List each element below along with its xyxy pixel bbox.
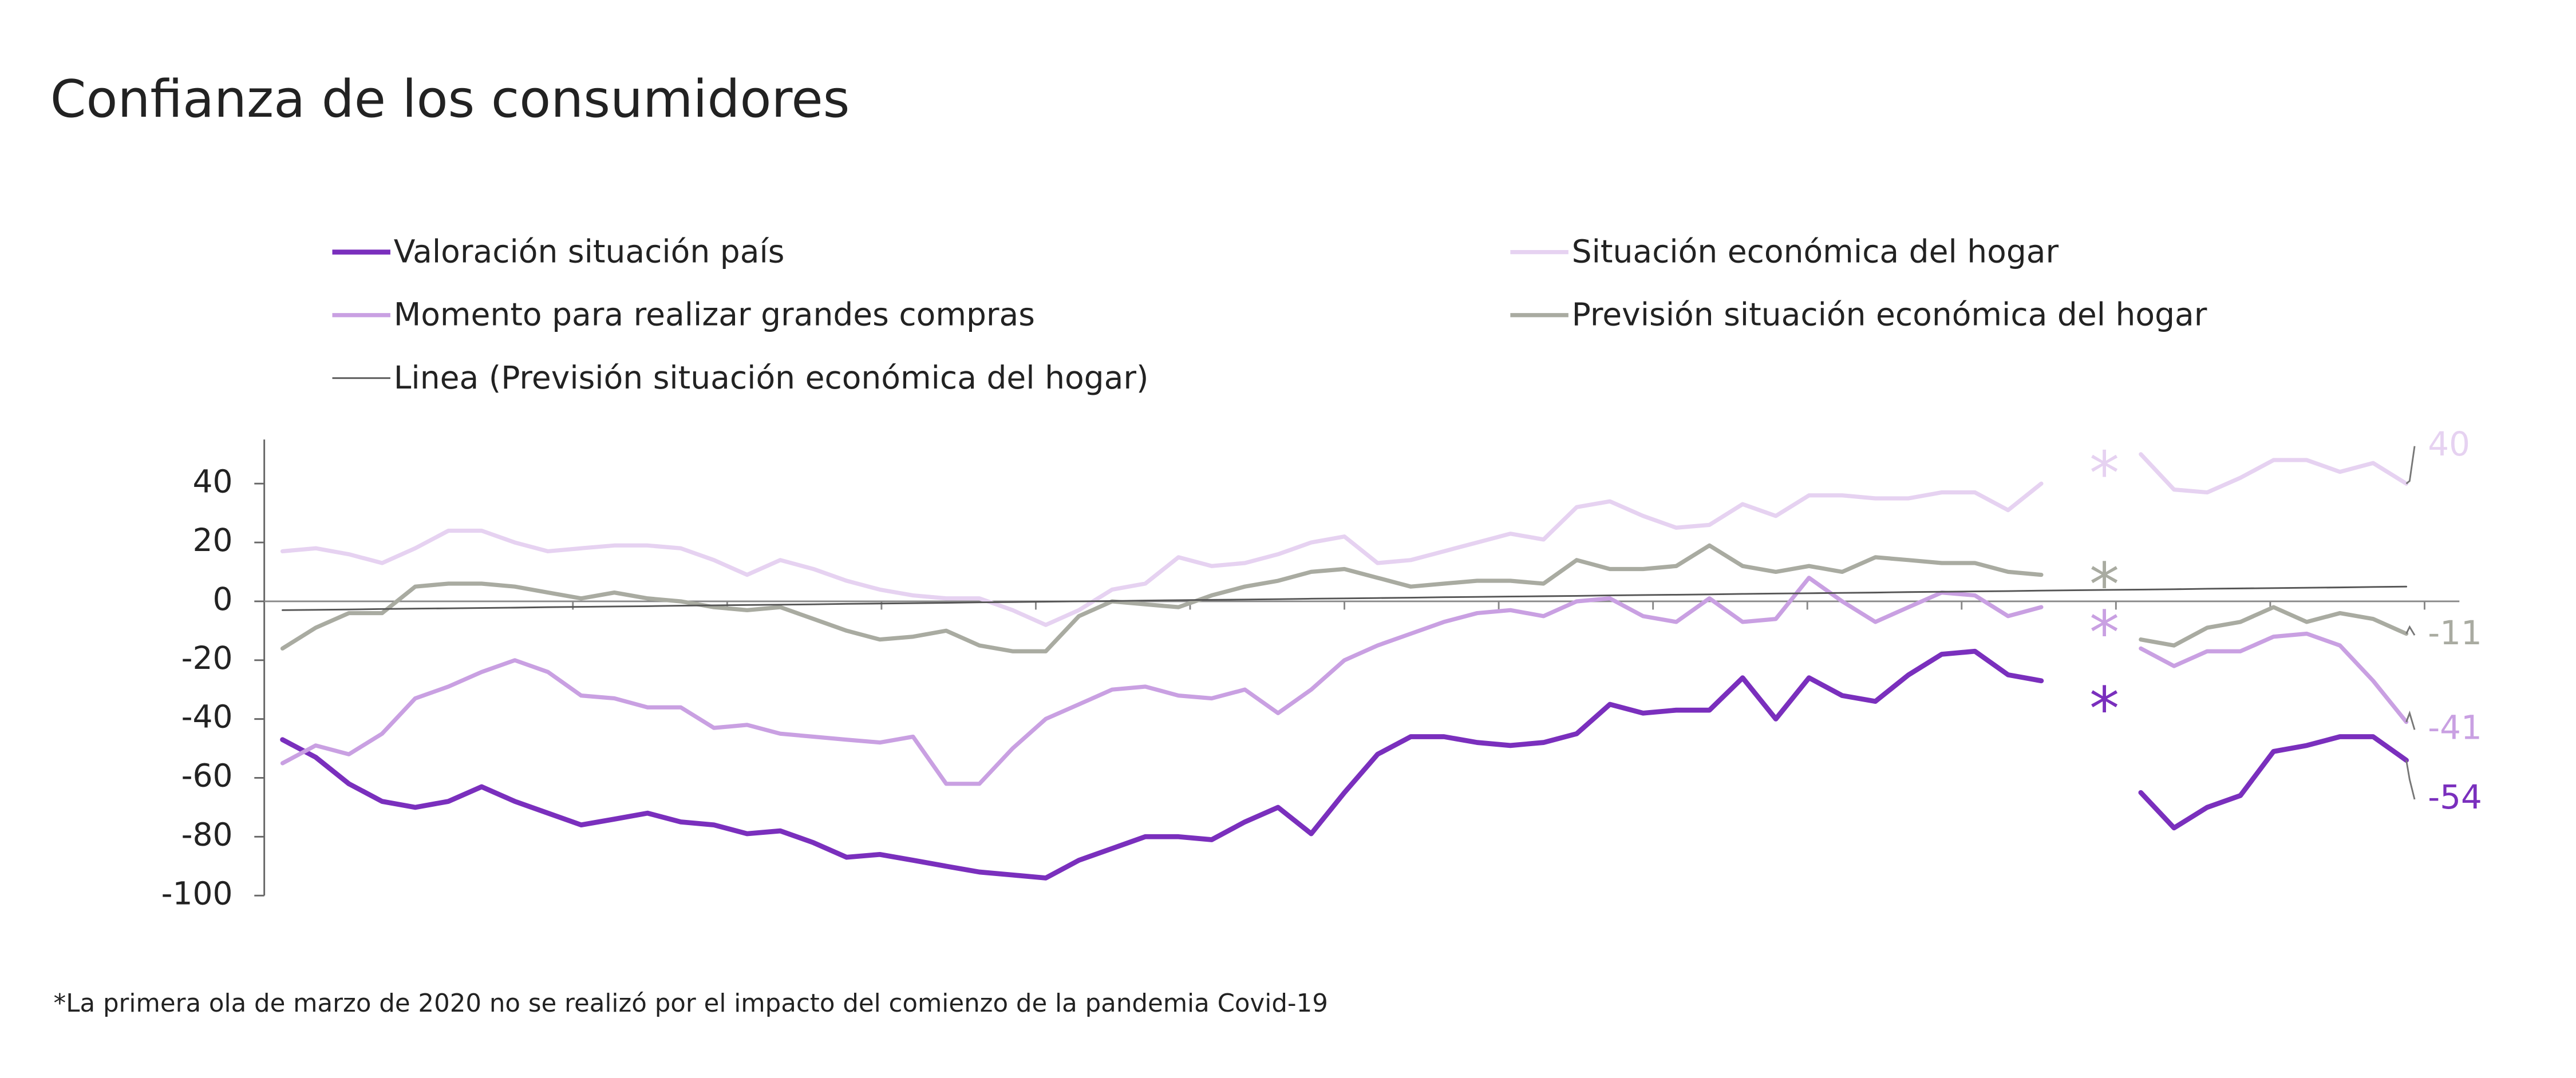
series-line [280, 543, 2409, 653]
end-label: -11 [2428, 613, 2482, 652]
end-label-leader [2405, 446, 2416, 485]
end-label: 40 [2428, 425, 2470, 463]
series-line [282, 585, 2408, 611]
gap-marker: * [2089, 598, 2119, 668]
footnote: *La primera ola de marzo de 2020 no se r… [54, 989, 1328, 1018]
y-tick-label: -40 [181, 699, 233, 735]
gap-marker: * [2089, 674, 2119, 744]
end-label-leader [2405, 710, 2416, 730]
legend-label: Valoración situación país [394, 233, 785, 270]
y-tick-label: 20 [193, 522, 233, 558]
y-tick-label: 0 [213, 581, 233, 617]
gap-marker: * [2089, 550, 2119, 620]
end-label-leader [2405, 760, 2416, 800]
y-tick-label: -60 [181, 758, 233, 794]
legend-label: Situación económica del hogar [1572, 233, 2059, 270]
series-line [280, 576, 2409, 786]
series-line [280, 648, 2409, 881]
y-tick-label: -20 [181, 640, 233, 676]
end-label: -41 [2428, 708, 2482, 747]
end-label-leader [2405, 625, 2416, 636]
legend-label: Previsión situación económica del hogar [1572, 296, 2207, 333]
y-tick-label: -100 [161, 875, 233, 911]
legend-label: Momento para realizar grandes compras [394, 296, 1035, 333]
end-label: -54 [2428, 778, 2482, 817]
y-tick-label: 40 [193, 463, 233, 500]
y-tick-label: -80 [181, 816, 233, 853]
series-line [280, 452, 2409, 627]
chart-title: Confianza de los consumidores [50, 70, 850, 129]
gap-marker: * [2089, 439, 2119, 509]
legend-label: Linea (Previsión situación económica del… [394, 359, 1149, 396]
